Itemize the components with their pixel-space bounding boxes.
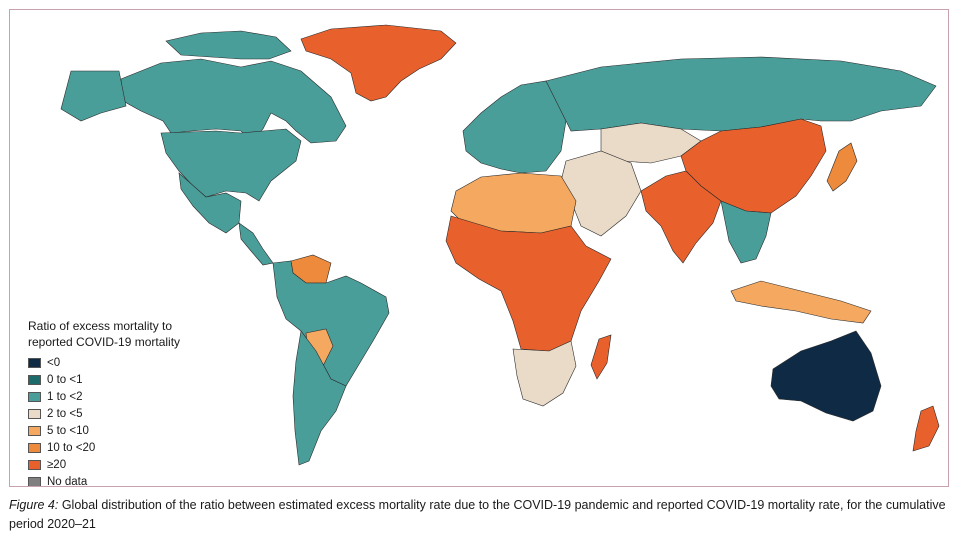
- legend-item: No data: [28, 473, 228, 487]
- legend-title-line-1: Ratio of excess mortality to: [28, 319, 173, 333]
- region-greenland: [300, 24, 457, 102]
- legend-label: ≥20: [47, 458, 67, 471]
- region-new-zealand: [912, 405, 940, 452]
- region-sub-saharan-africa: [445, 215, 612, 352]
- region-argentina: [292, 330, 347, 466]
- legend-label: <0: [47, 356, 61, 369]
- region-madagascar: [590, 334, 612, 380]
- region-brazil: [272, 260, 390, 387]
- region-united-states: [160, 128, 302, 202]
- legend-label: 2 to <5: [47, 407, 83, 420]
- legend-item: 5 to <10: [28, 422, 228, 439]
- legend-swatch: [28, 408, 41, 419]
- legend-label: No data: [47, 475, 88, 487]
- region-united-states: [60, 70, 127, 122]
- legend-item: 10 to <20: [28, 439, 228, 456]
- region-indonesia: [730, 280, 872, 324]
- legend-swatch: [28, 374, 41, 385]
- legend-items: <0 0 to <1 1 to <2 2 to <5 5 to <10 10 to <20…: [28, 354, 228, 487]
- legend-title-line-2: reported COVID-19 mortality: [28, 335, 181, 349]
- legend-swatch: [28, 357, 41, 368]
- world-choropleth-map: [60, 24, 940, 466]
- region-canada: [120, 58, 347, 144]
- region-australia: [770, 330, 882, 422]
- figure-caption: Figure 4: Global distribution of the rat…: [9, 496, 954, 534]
- legend-item: <0: [28, 354, 228, 371]
- legend-swatch: [28, 425, 41, 436]
- region-western-europe: [462, 80, 567, 174]
- legend-item: 0 to <1: [28, 371, 228, 388]
- legend-item: 2 to <5: [28, 405, 228, 422]
- legend-swatch: [28, 476, 41, 486]
- region-middle-east: [560, 150, 642, 237]
- region-india: [640, 170, 722, 264]
- legend-label: 10 to <20: [47, 441, 96, 454]
- region-central-america: [238, 222, 274, 266]
- legend-label: 1 to <2: [47, 390, 83, 403]
- region-canada: [165, 30, 292, 60]
- region-southern-africa: [512, 340, 577, 407]
- legend-label: 5 to <10: [47, 424, 89, 437]
- map-frame: Ratio of excess mortality to reported CO…: [9, 9, 949, 487]
- region-mexico: [178, 172, 242, 234]
- legend-swatch: [28, 459, 41, 470]
- map-legend: Ratio of excess mortality to reported CO…: [28, 318, 228, 487]
- legend-item: ≥20: [28, 456, 228, 473]
- region-southeast-asia: [720, 200, 772, 264]
- region-russia: [545, 56, 937, 132]
- region-japan: [826, 142, 858, 192]
- legend-swatch: [28, 391, 41, 402]
- legend-item: 1 to <2: [28, 388, 228, 405]
- legend-title: Ratio of excess mortality to reported CO…: [28, 318, 228, 350]
- legend-swatch: [28, 442, 41, 453]
- legend-label: 0 to <1: [47, 373, 83, 386]
- figure-label: Figure 4:: [9, 498, 59, 512]
- caption-text: Global distribution of the ratio between…: [9, 498, 946, 531]
